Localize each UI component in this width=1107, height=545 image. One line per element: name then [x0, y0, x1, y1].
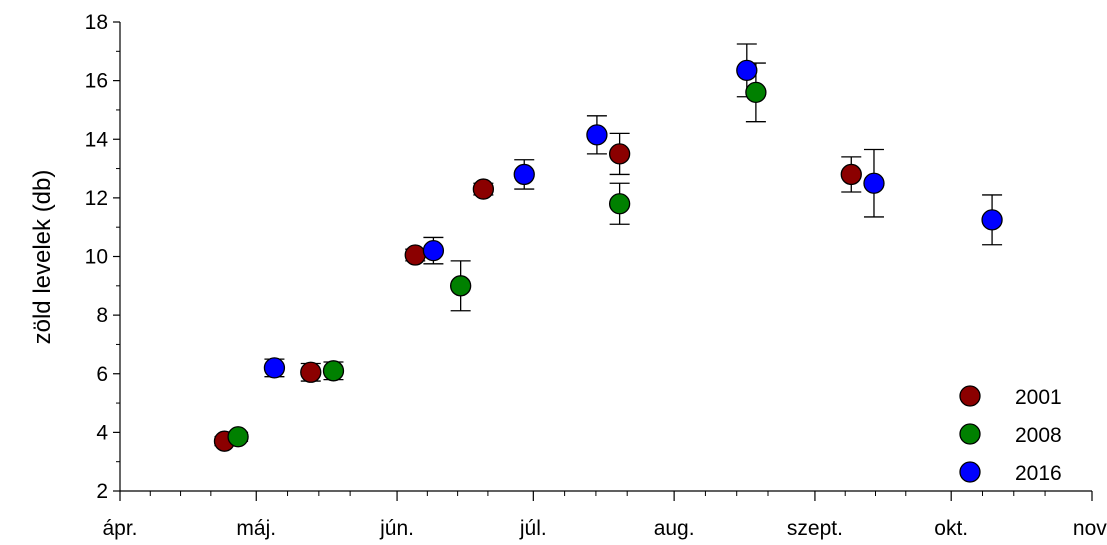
x-tick-label: nov. [1073, 517, 1107, 540]
data-point-2001 [472, 178, 495, 200]
ticks: 2 4 6 8 10 12 14 16 18 ápr. máj. jún. júl. aug. szept.… [85, 11, 1107, 540]
x-tick-label: máj. [236, 517, 276, 540]
data-point-2001 [608, 143, 631, 165]
y-tick-label: 10 [85, 246, 108, 269]
x-tick-label: jún. [379, 517, 414, 540]
data-point-2008 [227, 426, 249, 448]
data-point-2016 [586, 124, 608, 146]
x-tick-label: júl. [519, 517, 547, 540]
data-point-2001 [404, 244, 426, 266]
legend-label: 2016 [1015, 462, 1062, 485]
y-tick-label: 14 [85, 128, 109, 151]
legend: 2001 2008 2016 [959, 385, 1062, 485]
data-point-2001 [840, 163, 862, 186]
y-tick-label: 6 [96, 363, 108, 386]
data-points [213, 59, 1003, 452]
axes [119, 22, 1092, 492]
data-point-2016 [736, 59, 758, 82]
y-tick-label: 16 [85, 70, 108, 93]
data-point-2016 [513, 163, 535, 186]
x-tick-label: szept. [787, 517, 843, 540]
x-tick-label: ápr. [102, 517, 137, 540]
data-point-2001 [300, 361, 322, 383]
legend-marker-2001 [959, 385, 981, 407]
legend-label: 2001 [1015, 386, 1062, 409]
y-axis-title: zöld levelek (db) [29, 170, 56, 345]
data-point-2008 [450, 275, 472, 297]
y-tick-label: 2 [96, 480, 108, 503]
data-point-2008 [608, 193, 631, 215]
y-tick-label: 4 [96, 421, 108, 444]
error-bars [214, 43, 1003, 447]
y-tick-label: 8 [96, 304, 108, 327]
data-point-2008 [745, 81, 767, 103]
legend-marker-2008 [959, 423, 981, 445]
x-tick-label: aug. [654, 517, 695, 540]
data-point-2008 [322, 360, 345, 382]
data-point-2016 [863, 172, 885, 194]
legend-marker-2016 [959, 461, 981, 483]
data-point-2016 [422, 239, 445, 262]
y-tick-label: 18 [85, 11, 108, 34]
y-tick-label: 12 [85, 187, 108, 210]
x-tick-label: okt. [934, 517, 968, 540]
data-point-2016 [981, 209, 1003, 231]
data-point-2016 [263, 357, 286, 379]
legend-label: 2008 [1015, 424, 1062, 447]
